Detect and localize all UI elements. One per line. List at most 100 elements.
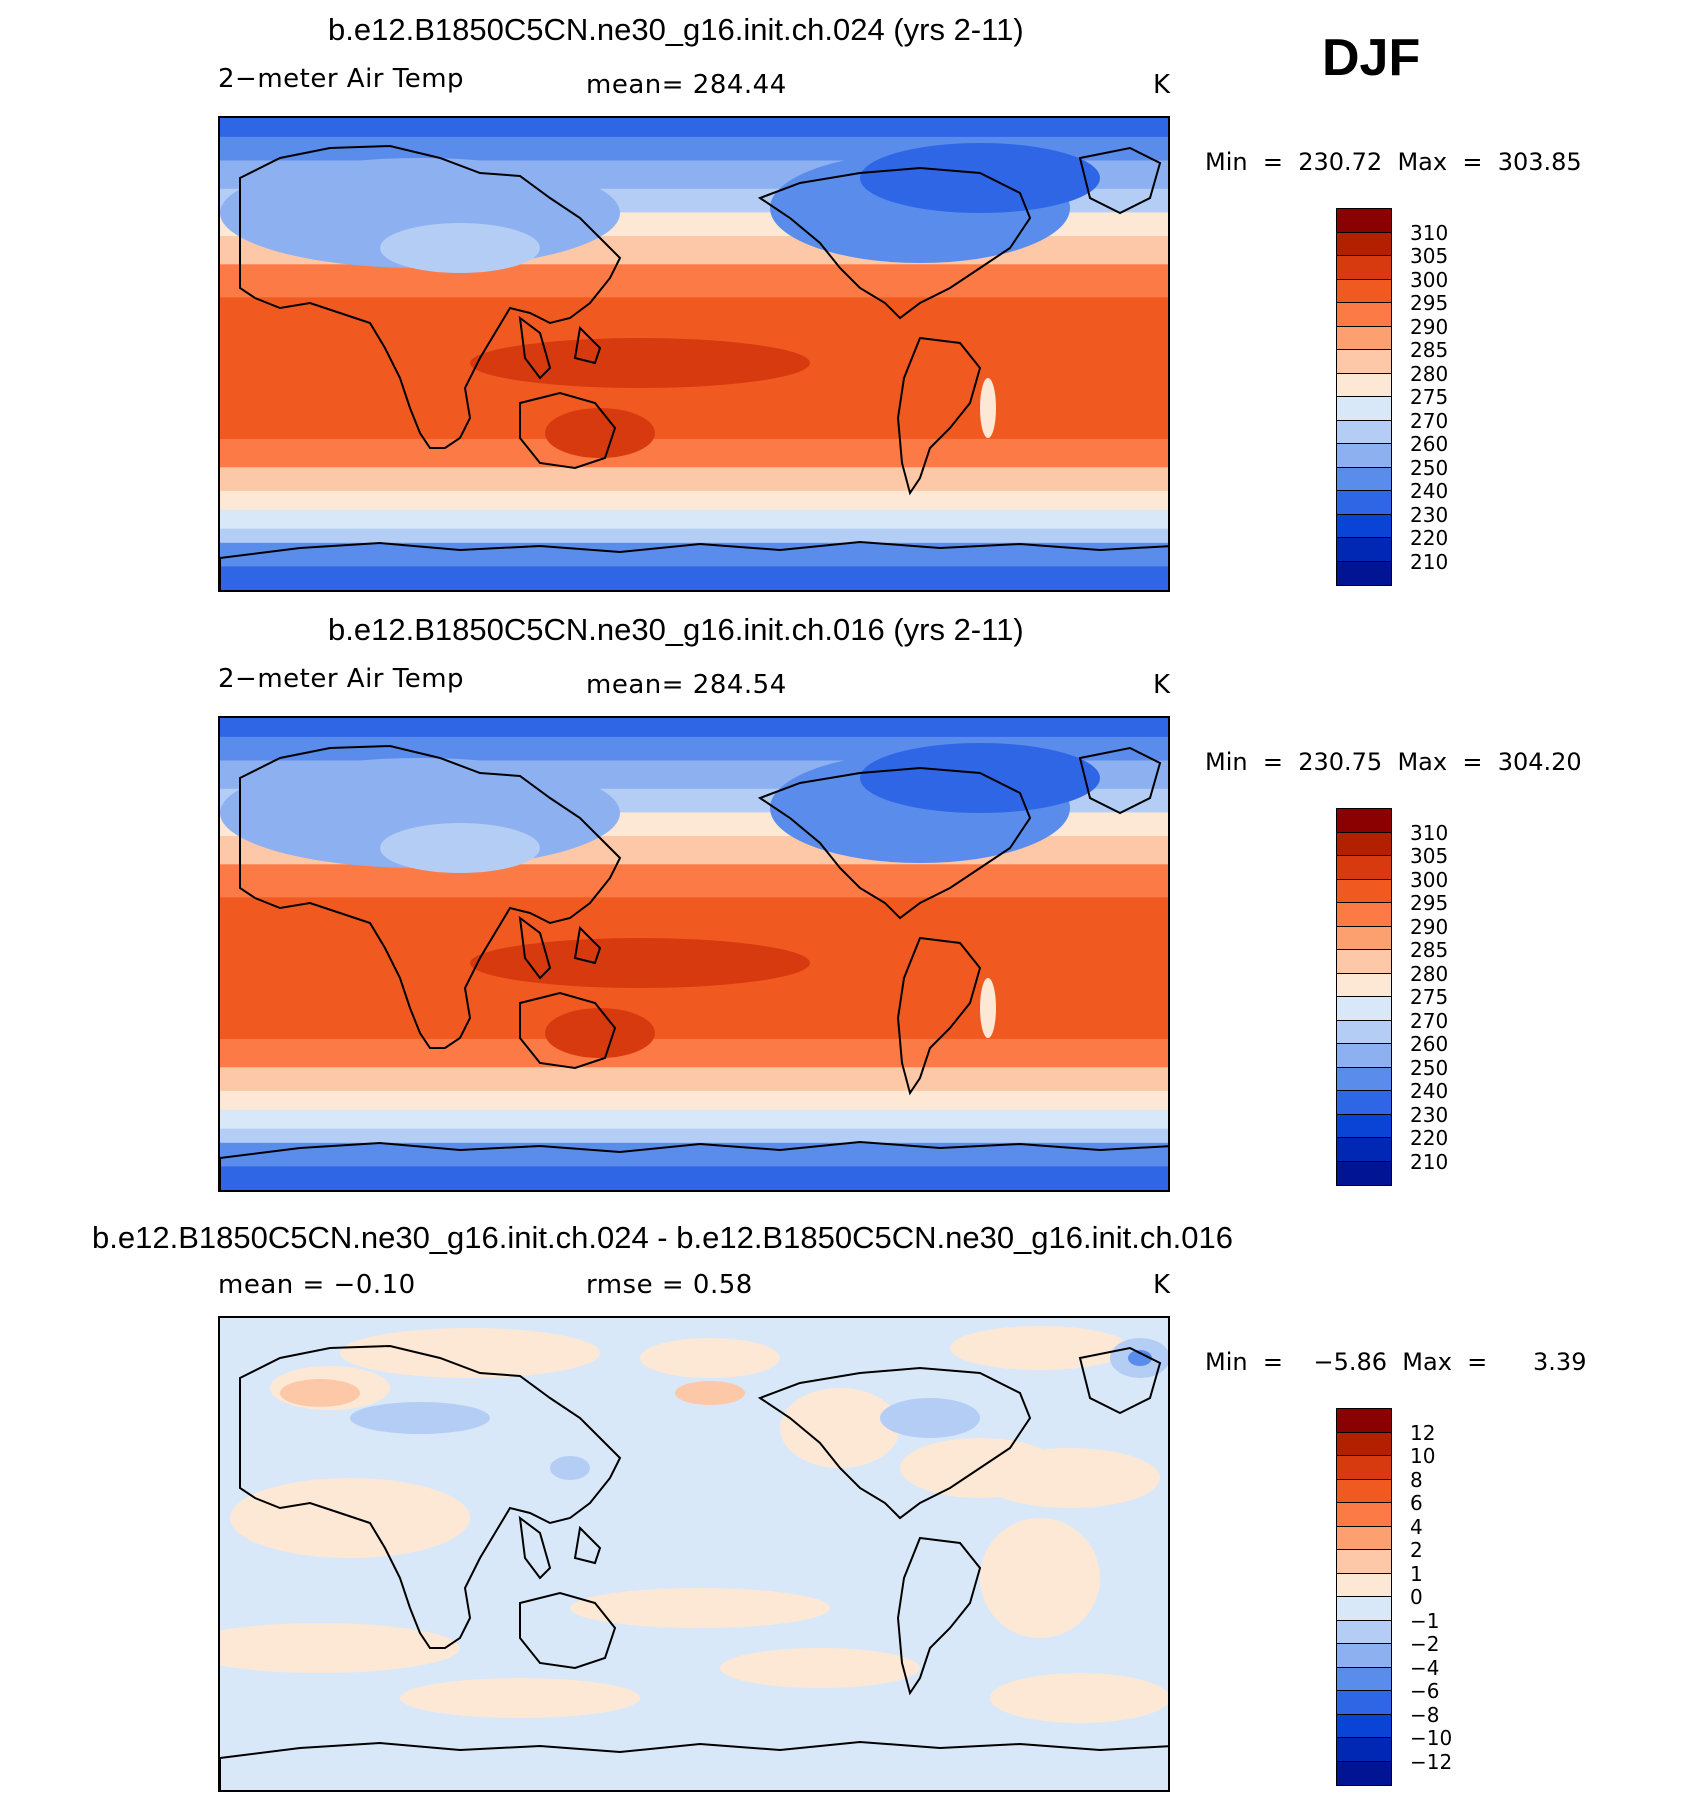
colorbar-swatch	[1337, 1020, 1391, 1044]
colorbar-swatch	[1337, 1067, 1391, 1091]
panel-3-map	[218, 1316, 1170, 1792]
colorbar-tick-label: −8	[1410, 1702, 1440, 1727]
map-field	[220, 1318, 1168, 1790]
colorbar-tick-label: −12	[1410, 1749, 1453, 1774]
colorbar-tick-label: 250	[1410, 1055, 1449, 1080]
colorbar-swatch	[1337, 209, 1391, 233]
colorbar-swatch	[1337, 1550, 1391, 1574]
colorbar-swatch	[1337, 1091, 1391, 1115]
colorbar-swatch	[1337, 997, 1391, 1021]
colorbar-tick-label: 310	[1410, 220, 1449, 245]
colorbar-swatch	[1337, 809, 1391, 833]
colorbar-tick-label: 290	[1410, 314, 1449, 339]
colorbar-tick-label: 230	[1410, 1102, 1449, 1127]
colorbar-swatch	[1337, 397, 1391, 421]
colorbar-swatch	[1337, 1456, 1391, 1480]
colorbar-swatch	[1337, 514, 1391, 538]
colorbar-tick-label: 240	[1410, 1079, 1449, 1103]
panel-2-colorbar: 310 305 300 295 290 285 280 275 270 260 250 240 230 2…	[1336, 808, 1448, 1186]
colorbar-swatch	[1337, 279, 1391, 303]
colorbar-swatches	[1336, 208, 1392, 586]
colorbar-swatch	[1337, 1138, 1391, 1162]
panel-2-title: b.e12.B1850C5CN.ne30_g16.init.ch.016 (yr…	[328, 612, 1024, 647]
colorbar-swatch	[1337, 350, 1391, 374]
colorbar-tick-label: 285	[1410, 338, 1449, 362]
colorbar-tick-label: 250	[1410, 455, 1449, 480]
panel-1-title: b.e12.B1850C5CN.ne30_g16.init.ch.024 (yr…	[328, 12, 1024, 47]
colorbar-swatch	[1337, 903, 1391, 927]
colorbar-swatch	[1337, 232, 1391, 256]
colorbar-tick-label: 230	[1410, 502, 1449, 527]
colorbar-swatch	[1337, 444, 1391, 468]
colorbar-tick-label: 6	[1410, 1491, 1423, 1515]
colorbar-tick-label: 300	[1410, 267, 1449, 292]
colorbar-swatch	[1337, 950, 1391, 974]
colorbar-tick-label: 0	[1410, 1585, 1423, 1609]
coastlines	[220, 1344, 1168, 1790]
colorbar-tick-label: −10	[1410, 1726, 1453, 1750]
colorbar-tick-label: 2	[1410, 1538, 1423, 1562]
colorbar-swatch	[1337, 1761, 1391, 1785]
colorbar-tick-label: 220	[1410, 526, 1449, 550]
colorbar-tick-label: −4	[1410, 1655, 1440, 1680]
colorbar-swatch	[1337, 1526, 1391, 1550]
panel-3-title: b.e12.B1850C5CN.ne30_g16.init.ch.024 - b…	[92, 1220, 1233, 1255]
colorbar-tick-label: 4	[1410, 1514, 1423, 1539]
colorbar-tick-label: 210	[1410, 549, 1449, 574]
colorbar-tick-label: 1	[1410, 1561, 1423, 1586]
colorbar-tick-label: 210	[1410, 1149, 1449, 1174]
colorbar-swatch	[1337, 1738, 1391, 1762]
colorbar-swatch	[1337, 491, 1391, 515]
panel-2-units: K	[1153, 670, 1171, 700]
colorbar-tick-label: 240	[1410, 479, 1449, 503]
colorbar-swatch	[1337, 373, 1391, 397]
colorbar-tick-label: −2	[1410, 1632, 1440, 1656]
colorbar-swatch	[1337, 1409, 1391, 1433]
colorbar-swatch	[1337, 856, 1391, 880]
colorbar-tick-label: 280	[1410, 961, 1449, 986]
panel-1-units: K	[1153, 70, 1171, 100]
colorbar-swatch	[1337, 973, 1391, 997]
colorbar-swatch	[1337, 1691, 1391, 1715]
colorbar-tick-label: 295	[1410, 891, 1449, 915]
colorbar-swatch	[1337, 1644, 1391, 1668]
colorbar-tick-label: 260	[1410, 432, 1449, 456]
panel-2-mean-label: mean= 284.54	[586, 670, 787, 700]
colorbar-swatch	[1337, 832, 1391, 856]
colorbar-swatch	[1337, 256, 1391, 280]
colorbar-swatch	[1337, 1597, 1391, 1621]
colorbar-tick-label: 310	[1410, 820, 1449, 845]
panel-3-colorbar: 12 10 8 6 4 2 1 0 −1 −2 −4 −6 −8 −10 −12	[1336, 1408, 1452, 1786]
colorbar-swatch	[1337, 1620, 1391, 1644]
panel-2-variable-label: 2−meter Air Temp	[218, 664, 465, 694]
colorbar-tick-label: 295	[1410, 291, 1449, 315]
panel-3-units: K	[1153, 1270, 1171, 1300]
panel-3-minmax: Min = −5.86 Max = 3.39	[1205, 1348, 1587, 1376]
panel-1-map	[218, 116, 1170, 592]
colorbar-tick-label: 10	[1410, 1444, 1436, 1468]
map-field	[220, 118, 1168, 590]
colorbar-tick-label: 8	[1410, 1467, 1423, 1492]
colorbar-tick-label: 305	[1410, 844, 1449, 868]
colorbar-swatch	[1337, 1432, 1391, 1456]
colorbar-swatch	[1337, 326, 1391, 350]
colorbar-tick-label: 220	[1410, 1126, 1449, 1150]
colorbar-swatch	[1337, 1161, 1391, 1185]
colorbar-tick-label: 290	[1410, 914, 1449, 939]
colorbar-swatch	[1337, 1044, 1391, 1068]
colorbar-tick-label: 275	[1410, 385, 1449, 409]
colorbar-tick-label: 12	[1410, 1420, 1436, 1445]
colorbar-swatch	[1337, 538, 1391, 562]
colorbar-tick-label: 275	[1410, 985, 1449, 1009]
colorbar-tick-label: 270	[1410, 408, 1449, 433]
colorbar-tick-label: 305	[1410, 244, 1449, 268]
coastlines	[220, 744, 1168, 1190]
colorbar-swatch	[1337, 467, 1391, 491]
panel-3-rmse-label: rmse = 0.58	[586, 1270, 753, 1300]
colorbar-swatch	[1337, 420, 1391, 444]
panel-1-minmax: Min = 230.72 Max = 303.85	[1205, 148, 1582, 176]
season-label: DJF	[1322, 29, 1421, 87]
panel-1-colorbar: 310 305 300 295 290 285 280 275 270 260 250 240 230 2…	[1336, 208, 1448, 586]
panel-1-variable-label: 2−meter Air Temp	[218, 64, 465, 94]
colorbar-tick-label: 300	[1410, 867, 1449, 892]
